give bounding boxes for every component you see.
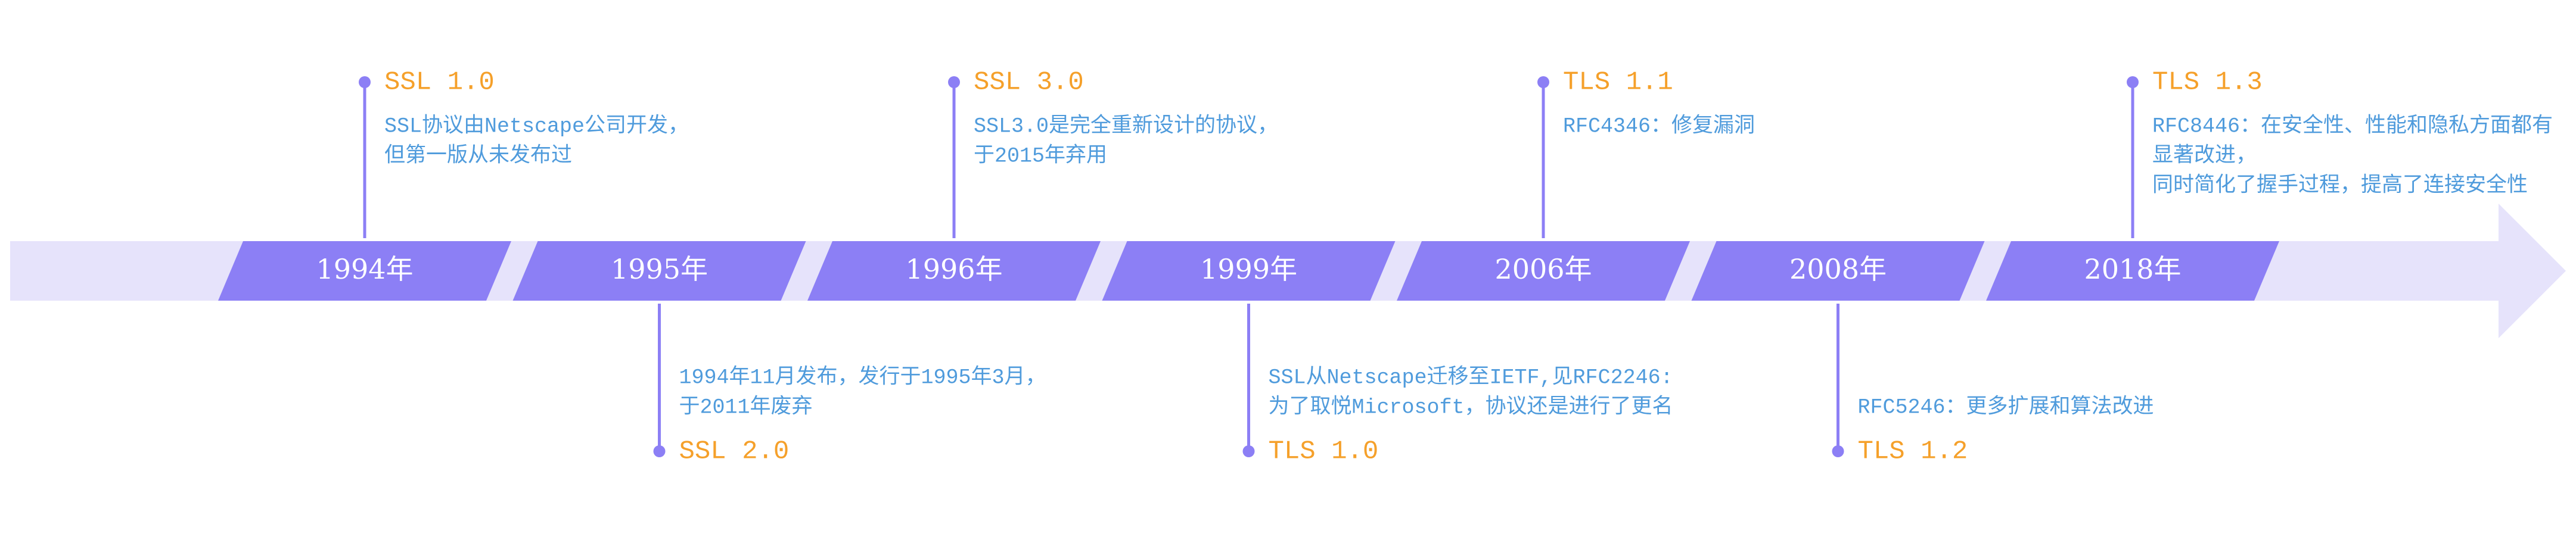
year-segment [807, 241, 1101, 301]
milestone-description: 于2011年废弃 [679, 394, 813, 419]
year-label: 1999年 [1200, 253, 1297, 285]
milestone-description: 为了取悦Microsoft，协议还是进行了更名 [1269, 394, 1673, 419]
milestone-description: SSL从Netscape迁移至IETF,见RFC2246: [1269, 365, 1673, 389]
year-segment [1691, 241, 1985, 301]
milestone-title: TLS 1.1 [1563, 68, 1673, 98]
year-segment [512, 241, 806, 301]
year-label: 2006年 [1494, 253, 1592, 285]
milestone-title: SSL 2.0 [679, 437, 790, 467]
year-segment [1102, 241, 1396, 301]
year-segment [218, 241, 511, 301]
milestone-dot [1242, 445, 1255, 457]
milestone-dot [1537, 76, 1549, 88]
milestone-dot [359, 76, 371, 88]
year-label: 1996年 [905, 253, 1002, 285]
year-label: 1995年 [611, 253, 708, 285]
milestone-title: TLS 1.2 [1858, 437, 1968, 467]
milestone-description: 于2015年弃用 [974, 143, 1107, 168]
milestone-description: 同时简化了握手过程，提高了连接安全性 [2152, 173, 2528, 198]
milestone-dot [948, 76, 960, 88]
milestone-description: RFC4346：修复漏洞 [1563, 113, 1755, 138]
milestone-title: SSL 3.0 [974, 68, 1084, 98]
milestone-description: RFC5246：更多扩展和算法改进 [1858, 394, 2154, 419]
milestone-title: TLS 1.0 [1269, 437, 1379, 467]
year-label: 1994年 [316, 253, 413, 285]
milestone-description: 但第一版从未发布过 [384, 143, 572, 168]
milestone-title: TLS 1.3 [2152, 68, 2263, 98]
year-label: 2018年 [2084, 253, 2181, 285]
year-segment [1986, 241, 2279, 301]
year-segment [1397, 241, 1690, 301]
milestone-description: SSL协议由Netscape公司开发， [384, 113, 689, 138]
milestone-description: 显著改进， [2152, 143, 2257, 168]
milestone-dot [2127, 76, 2139, 88]
milestone-dot [653, 445, 666, 457]
milestone-description: 1994年11月发布，发行于1995年3月， [679, 364, 1046, 389]
milestone-dot [1832, 445, 1844, 457]
milestone-description: RFC8446：在安全性、性能和隐私方面都有 [2152, 113, 2553, 138]
year-label: 2008年 [1789, 253, 1887, 285]
milestone-description: SSL3.0是完全重新设计的协议， [974, 113, 1278, 138]
milestone-title: SSL 1.0 [384, 68, 495, 98]
